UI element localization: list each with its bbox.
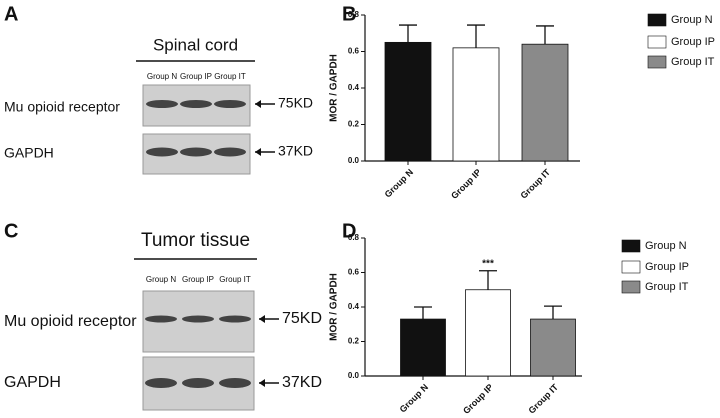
legend-swatch bbox=[621, 280, 641, 294]
y-axis-label: MOR / GAPDH bbox=[329, 273, 340, 341]
y-axis-label: MOR / GAPDH bbox=[329, 54, 340, 122]
blot-band bbox=[219, 378, 251, 388]
y-tick-label: 0.0 bbox=[348, 371, 360, 380]
y-tick-label: 0.8 bbox=[348, 233, 360, 242]
row-label: GAPDH bbox=[4, 145, 54, 161]
arrow-head bbox=[259, 379, 265, 387]
blot-band bbox=[180, 100, 212, 108]
size-label: 75KD bbox=[278, 95, 313, 111]
y-tick-label: 0.0 bbox=[348, 156, 360, 165]
panel-label: D bbox=[342, 220, 356, 242]
blot-band bbox=[182, 378, 214, 388]
legend-swatch bbox=[647, 35, 667, 49]
y-tick-label: 0.6 bbox=[348, 268, 360, 277]
x-tick-label: Group N bbox=[383, 167, 416, 200]
bar bbox=[452, 47, 500, 162]
bar bbox=[530, 318, 576, 377]
significance-mark: *** bbox=[482, 258, 494, 269]
panel-label: C bbox=[4, 220, 18, 242]
x-tick-label: Group IT bbox=[519, 167, 553, 201]
blot-band bbox=[219, 315, 251, 323]
lane-label: Group IT bbox=[214, 72, 246, 81]
panel-label: A bbox=[4, 3, 18, 25]
arrow-head bbox=[255, 100, 261, 108]
size-label: 37KD bbox=[282, 374, 322, 391]
lane-label: Group IP bbox=[180, 72, 212, 81]
legend-swatch bbox=[621, 260, 641, 274]
legend-label: Group IP bbox=[645, 261, 689, 273]
y-tick-label: 0.6 bbox=[348, 47, 360, 56]
legend-swatch bbox=[621, 239, 641, 253]
lane-label: Group N bbox=[146, 275, 176, 284]
arrow-head bbox=[255, 148, 261, 156]
bar bbox=[400, 318, 446, 377]
panel-label: B bbox=[342, 3, 356, 25]
blot-band bbox=[180, 147, 212, 157]
blot-band bbox=[182, 315, 214, 323]
x-tick-label: Group IP bbox=[449, 167, 483, 201]
lane-label: Group IT bbox=[219, 275, 251, 284]
blot-band bbox=[145, 315, 177, 323]
y-tick-label: 0.2 bbox=[348, 337, 360, 346]
legend-label: Group N bbox=[645, 240, 687, 252]
blot-band bbox=[146, 147, 178, 157]
blot-band bbox=[145, 378, 177, 388]
x-tick-label: Group IT bbox=[527, 382, 561, 416]
x-tick-label: Group IP bbox=[461, 382, 495, 416]
blot-title: Spinal cord bbox=[153, 35, 238, 54]
bar bbox=[465, 289, 511, 377]
legend-label: Group IP bbox=[671, 36, 715, 48]
legend-swatch bbox=[647, 13, 667, 27]
y-tick-label: 0.4 bbox=[348, 83, 360, 92]
row-label: Mu opioid receptor bbox=[4, 313, 137, 330]
y-tick-label: 0.2 bbox=[348, 120, 360, 129]
lane-label: Group N bbox=[147, 72, 177, 81]
size-label: 37KD bbox=[278, 143, 313, 159]
blot-band bbox=[214, 100, 246, 108]
y-tick-label: 0.4 bbox=[348, 302, 360, 311]
y-tick-label: 0.8 bbox=[348, 10, 360, 19]
x-tick-label: Group N bbox=[398, 382, 431, 415]
arrow-head bbox=[259, 315, 265, 323]
lane-label: Group IP bbox=[182, 275, 214, 284]
legend-label: Group N bbox=[671, 14, 713, 26]
blot-band bbox=[214, 147, 246, 157]
blot-band bbox=[146, 100, 178, 108]
size-label: 75KD bbox=[282, 310, 322, 327]
bar bbox=[521, 43, 569, 162]
legend-label: Group IT bbox=[671, 56, 715, 68]
bar bbox=[384, 41, 432, 162]
row-label: Mu opioid receptor bbox=[4, 99, 120, 115]
blot-title: Tumor tissue bbox=[141, 230, 250, 251]
row-label: GAPDH bbox=[4, 374, 61, 391]
legend-swatch bbox=[647, 55, 667, 69]
legend-label: Group IT bbox=[645, 281, 689, 293]
